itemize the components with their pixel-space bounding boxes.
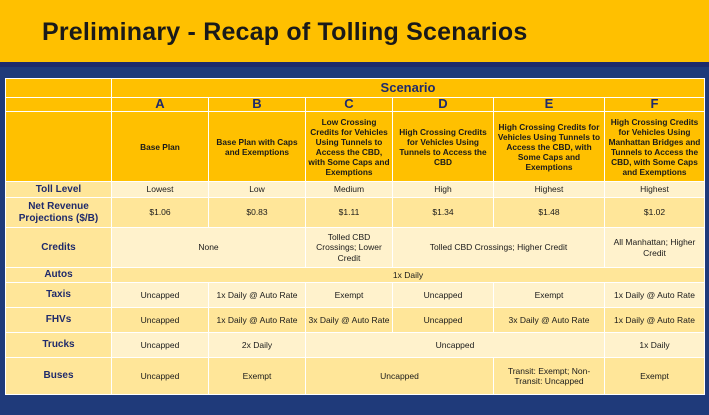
description-row: Base Plan Base Plan with Caps and Exempt… — [5, 111, 706, 182]
net-revenue-row: Net Revenue Projections ($/B) $1.06 $0.8… — [5, 197, 706, 228]
autos-row: Autos 1x Daily — [5, 267, 706, 283]
table-cell: 3x Daily @ Auto Rate — [305, 307, 393, 333]
column-description: Low Crossing Credits for Vehicles Using … — [305, 111, 393, 182]
slide-title: Preliminary - Recap of Tolling Scenarios — [42, 18, 528, 46]
column-description: High Crossing Credits for Vehicles Using… — [603, 111, 706, 182]
column-letter: A — [111, 97, 209, 112]
column-description: High Crossing Credits for Vehicles Using… — [493, 111, 605, 182]
table-cell: $1.11 — [305, 197, 393, 228]
credits-row: Credits None Tolled CBD Crossings; Lower… — [5, 227, 706, 268]
table-cell: $1.02 — [603, 197, 706, 228]
letter-row: A B C D E F — [5, 97, 706, 112]
table-cell: 1x Daily @ Auto Rate — [208, 307, 306, 333]
table-cell: 1x Daily @ Auto Rate — [603, 282, 706, 308]
column-letter: E — [493, 97, 605, 112]
table-cell: Exempt — [603, 357, 706, 395]
table-cell: Exempt — [208, 357, 306, 395]
table-cell: 1x Daily — [110, 267, 706, 283]
table-panel: Scenario A B C D E F Base Plan Base Plan… — [0, 67, 709, 415]
column-letter: C — [305, 97, 393, 112]
buses-row: Buses Uncapped Exempt Uncapped Transit: … — [5, 357, 706, 395]
title-banner: Preliminary - Recap of Tolling Scenarios — [0, 0, 709, 62]
corner-cell — [5, 111, 112, 182]
column-description: Base Plan with Caps and Exemptions — [208, 111, 306, 182]
corner-cell — [5, 78, 112, 98]
scenario-table: Scenario A B C D E F Base Plan Base Plan… — [5, 78, 706, 395]
table-cell: $0.83 — [208, 197, 306, 228]
table-cell: 3x Daily @ Auto Rate — [493, 307, 605, 333]
table-cell: $1.06 — [111, 197, 209, 228]
table-cell: Highest — [493, 181, 605, 198]
column-letter: B — [208, 97, 306, 112]
column-letter: D — [392, 97, 494, 112]
table-cell: Low — [208, 181, 306, 198]
table-cell: Uncapped — [305, 332, 605, 358]
table-cell: 2x Daily — [208, 332, 306, 358]
row-label: Trucks — [5, 332, 112, 358]
row-label: Net Revenue Projections ($/B) — [5, 197, 112, 228]
taxis-row: Taxis Uncapped 1x Daily @ Auto Rate Exem… — [5, 282, 706, 308]
table-cell: Uncapped — [111, 357, 209, 395]
table-cell: Exempt — [493, 282, 605, 308]
table-cell: Uncapped — [111, 282, 209, 308]
table-cell: Tolled CBD Crossings; Lower Credit — [305, 227, 393, 268]
row-label: Credits — [5, 227, 112, 268]
row-label: Autos — [5, 267, 112, 283]
divider-bar — [0, 62, 709, 67]
table-cell: $1.34 — [392, 197, 494, 228]
group-header-row: Scenario — [5, 78, 706, 98]
corner-cell — [5, 97, 112, 112]
row-label: Buses — [5, 357, 112, 395]
table-cell: Tolled CBD Crossings; Higher Credit — [392, 227, 605, 268]
trucks-row: Trucks Uncapped 2x Daily Uncapped 1x Dai… — [5, 332, 706, 358]
table-cell: High — [392, 181, 494, 198]
table-cell: Uncapped — [392, 282, 494, 308]
row-label: Toll Level — [5, 181, 112, 198]
table-cell: Highest — [603, 181, 706, 198]
table-cell: Uncapped — [111, 307, 209, 333]
scenario-header: Scenario — [110, 78, 706, 98]
fhvs-row: FHVs Uncapped 1x Daily @ Auto Rate 3x Da… — [5, 307, 706, 333]
table-cell: 1x Daily — [603, 332, 706, 358]
table-cell: Lowest — [111, 181, 209, 198]
row-label: FHVs — [5, 307, 112, 333]
table-cell: Exempt — [305, 282, 393, 308]
column-description: Base Plan — [111, 111, 209, 182]
toll-level-row: Toll Level Lowest Low Medium High Highes… — [5, 181, 706, 198]
table-cell: 1x Daily @ Auto Rate — [208, 282, 306, 308]
table-cell: $1.48 — [493, 197, 605, 228]
table-cell: Medium — [305, 181, 393, 198]
row-label: Taxis — [5, 282, 112, 308]
column-letter: F — [603, 97, 706, 112]
table-cell: 1x Daily @ Auto Rate — [603, 307, 706, 333]
table-cell: None — [111, 227, 306, 268]
table-cell: Transit: Exempt; Non-Transit: Uncapped — [493, 357, 605, 395]
table-cell: Uncapped — [305, 357, 494, 395]
table-cell: All Manhattan; Higher Credit — [603, 227, 706, 268]
column-description: High Crossing Credits for Vehicles Using… — [392, 111, 494, 182]
table-cell: Uncapped — [392, 307, 494, 333]
table-cell: Uncapped — [111, 332, 209, 358]
